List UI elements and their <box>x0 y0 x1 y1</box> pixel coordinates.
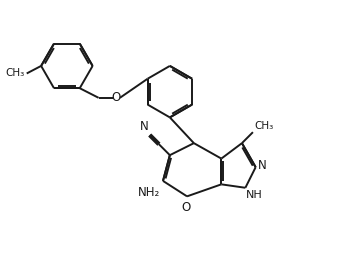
Text: N: N <box>140 120 148 133</box>
Text: N: N <box>257 159 266 172</box>
Text: NH₂: NH₂ <box>138 186 160 199</box>
Text: O: O <box>112 91 121 104</box>
Text: NH: NH <box>246 190 263 200</box>
Text: O: O <box>181 201 190 214</box>
Text: CH₃: CH₃ <box>6 68 25 78</box>
Text: CH₃: CH₃ <box>254 121 274 131</box>
